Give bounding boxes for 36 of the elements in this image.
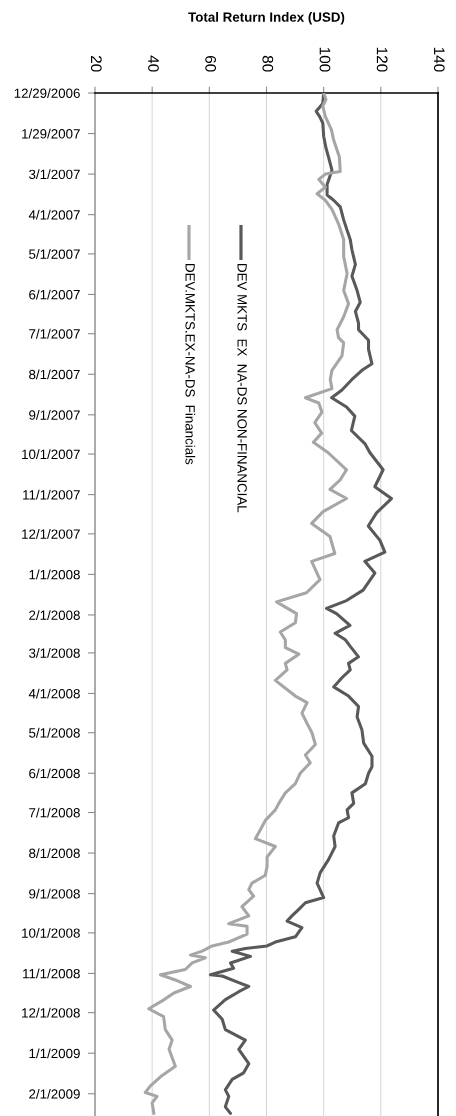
y-tick-label: 5/1/2007 (29, 249, 80, 259)
y-tick-label: 6/1/2008 (29, 768, 80, 779)
y-tick-label: 12/29/2006 (14, 88, 80, 98)
y-tick-label: 7/1/2008 (29, 807, 80, 818)
y-tick-label: 4/1/2008 (28, 688, 80, 699)
y-tick-label: 12/1/2007 (22, 529, 80, 539)
x-tick-label: 60 (205, 55, 217, 72)
y-tick-label: 8/1/2007 (29, 369, 80, 380)
y-tick-label: 2/1/2009 (29, 1088, 80, 1099)
y-tick-label: 2/1/2008 (29, 610, 80, 620)
y-tick-label: 12/1/2008 (22, 1007, 80, 1018)
y-tick-label: 10/1/2008 (22, 928, 80, 938)
x-tick-label: 100 (319, 47, 331, 72)
y-tick-label: 7/1/2007 (29, 328, 80, 339)
y-tick-label: 1/1/2009 (29, 1048, 80, 1059)
x-axis-title: Total Return Index (USD) (188, 12, 345, 25)
y-tick-label: 3/1/2008 (29, 648, 80, 658)
text: DEV MKTS EX NA-DS NON-FINANCIAL (237, 264, 247, 513)
y-tick-label: 6/1/2007 (29, 289, 80, 300)
x-tick-label: 80 (262, 55, 274, 72)
y-tick-label: 9/1/2007 (29, 409, 80, 420)
y-tick-label: 4/1/2007 (28, 209, 80, 220)
x-tick-label: 40 (148, 55, 159, 72)
x-tick-label: 140 (433, 47, 445, 72)
y-tick-label: 5/1/2008 (29, 727, 80, 738)
y-tick-label: 8/1/2008 (29, 848, 80, 859)
x-tick-label: 20 (90, 55, 102, 72)
y-tick-label: 10/1/2007 (22, 449, 80, 460)
y-tick-label: 11/1/2008 (23, 968, 80, 979)
y-tick-label: 3/1/2007 (29, 169, 80, 180)
y-tick-label: 9/1/2008 (29, 888, 80, 899)
x-tick-label: 120 (376, 47, 388, 72)
y-tick-label: 11/1/2007 (23, 489, 80, 500)
y-tick-label: 1/1/2008 (29, 569, 80, 580)
y-tick-label: 1/29/2007 (22, 128, 80, 139)
text: DEV.MKTS.EX-NA-DS Financials (185, 264, 196, 465)
